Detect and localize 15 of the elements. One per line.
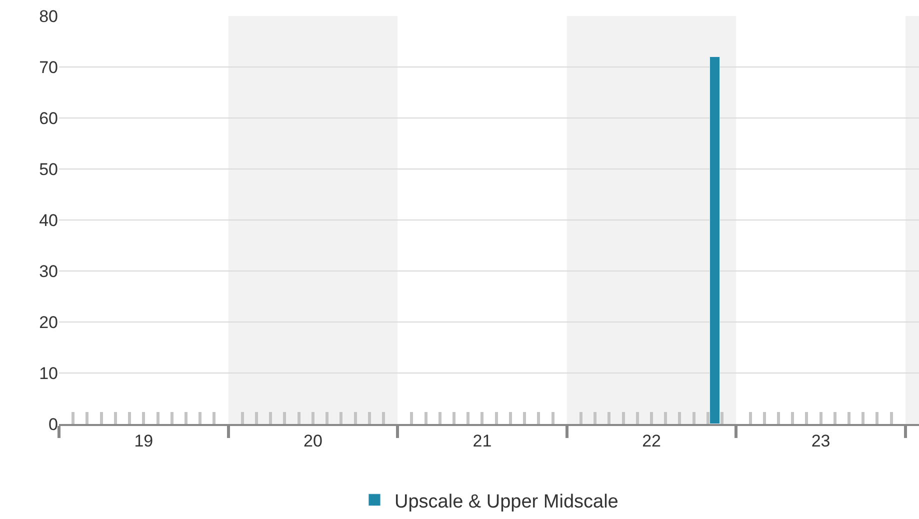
y-tick-label: 50 [39, 160, 58, 179]
y-tick-label: 30 [39, 262, 58, 281]
legend-label: Upscale & Upper Midscale [394, 491, 618, 512]
x-tick-label: 23 [811, 431, 830, 450]
y-tick-label: 20 [39, 312, 58, 332]
y-tick-label: 0 [48, 414, 58, 434]
x-tick-label: 19 [134, 431, 154, 450]
y-tick-label: 60 [39, 108, 58, 128]
y-tick-label: 10 [39, 364, 58, 383]
x-tick-label: 21 [472, 431, 492, 450]
y-tick-label: 40 [39, 210, 58, 230]
x-tick-label: 22 [642, 431, 661, 450]
x-tick-label: 20 [303, 431, 322, 450]
y-tick-label: 80 [39, 6, 58, 26]
y-tick-label: 70 [39, 58, 58, 77]
